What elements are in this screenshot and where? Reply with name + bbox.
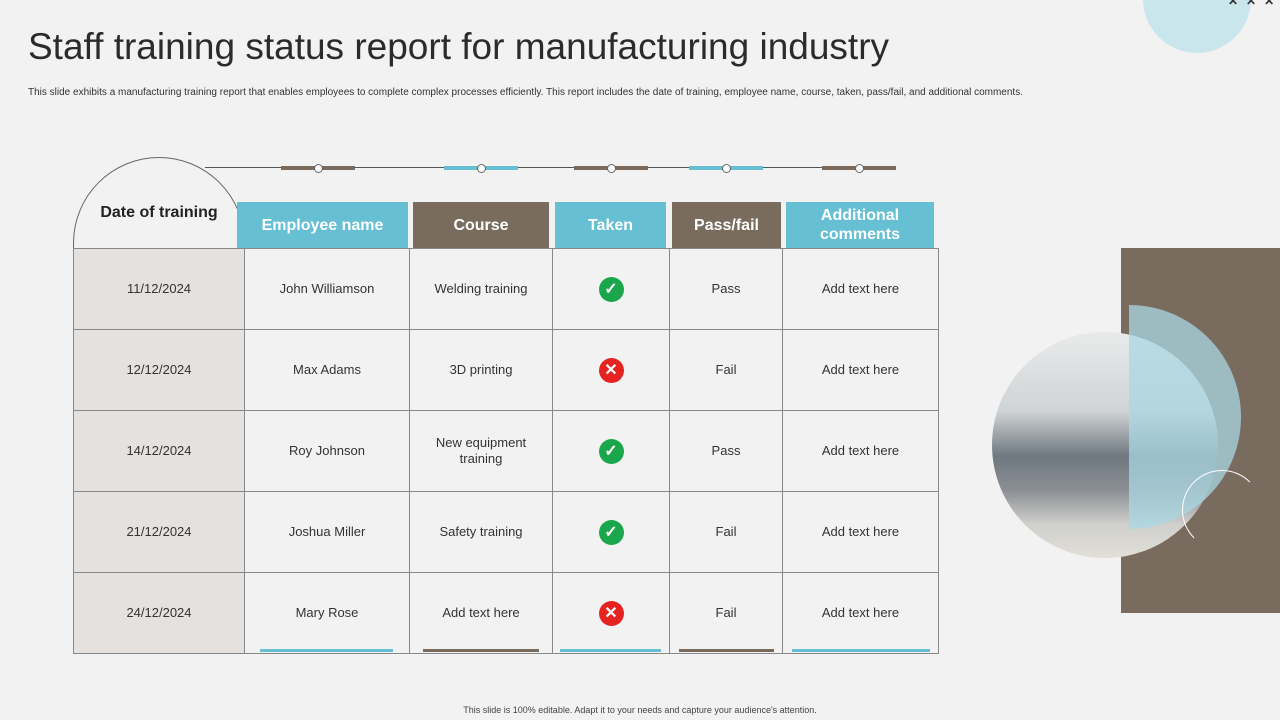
window-controls[interactable]: ✕✕✕ <box>1228 0 1280 8</box>
timeline-dot <box>477 164 486 173</box>
page-subtitle: This slide exhibits a manufacturing trai… <box>28 87 1023 98</box>
header-course: Course <box>413 202 549 248</box>
cell-result: Fail <box>669 491 783 573</box>
cell-result-text: Fail <box>715 524 737 539</box>
cross-icon: ✕ <box>598 357 624 383</box>
cell-course: Safety training <box>409 491 553 573</box>
header-comments: Additional comments <box>786 202 934 248</box>
page-title: Staff training status report for manufac… <box>28 26 890 67</box>
cell-result: Pass <box>669 410 783 492</box>
cell-course-text: Add text here <box>442 605 520 620</box>
cell-employee: Max Adams <box>244 329 410 411</box>
cell-date: 24/12/2024 <box>73 572 245 654</box>
cell-date: 21/12/2024 <box>73 491 245 573</box>
cell-comments: Add text here <box>782 410 939 492</box>
timeline-dot <box>855 164 864 173</box>
header-passfail: Pass/fail <box>672 202 781 248</box>
cell-employee: Mary Rose <box>244 572 410 654</box>
cell-taken: ✓ <box>552 410 670 492</box>
cell-comments: Add text here <box>782 248 939 330</box>
timeline-line <box>205 167 895 168</box>
cell-comments-text: Add text here <box>821 281 900 296</box>
cell-course-text: 3D printing <box>449 362 513 377</box>
cell-employee-text: Roy Johnson <box>289 443 365 458</box>
cell-course: Add text here <box>409 572 553 654</box>
cell-result: Fail <box>669 572 783 654</box>
cell-course-text: New equipment training <box>435 435 527 466</box>
accent-bar <box>560 649 661 652</box>
accent-bar <box>423 649 539 652</box>
accent-bar <box>260 649 393 652</box>
cell-comments: Add text here <box>782 491 939 573</box>
training-table: 11/12/2024 John Williamson Welding trainin… <box>73 248 939 654</box>
cell-course: Welding training <box>409 248 553 330</box>
table-row: 24/12/2024 Mary Rose Add text here ✕ Fail Add… <box>73 572 939 654</box>
cell-course-text: Welding training <box>434 281 528 296</box>
cell-course: 3D printing <box>409 329 553 411</box>
deco-arc <box>1182 470 1262 550</box>
cell-comments: Add text here <box>782 329 939 411</box>
timeline-dot <box>314 164 323 173</box>
cell-result-text: Fail <box>715 362 737 377</box>
cell-employee: Joshua Miller <box>244 491 410 573</box>
cell-course-text: Safety training <box>439 524 523 539</box>
accent-bar <box>792 649 930 652</box>
cell-course: New equipment training <box>409 410 553 492</box>
header-taken: Taken <box>555 202 666 248</box>
cell-employee: John Williamson <box>244 248 410 330</box>
cell-date: 12/12/2024 <box>73 329 245 411</box>
cell-comments: Add text here <box>782 572 939 654</box>
cell-taken: ✕ <box>552 329 670 411</box>
table-row: 11/12/2024 John Williamson Welding trainin… <box>73 248 939 330</box>
cell-date-text: 21/12/2024 <box>126 524 192 539</box>
header-date: Date of training <box>100 204 218 221</box>
cell-date-text: 24/12/2024 <box>126 605 192 620</box>
cell-date: 14/12/2024 <box>73 410 245 492</box>
cell-employee-text: Max Adams <box>293 362 361 377</box>
cell-date: 11/12/2024 <box>73 248 245 330</box>
header-employee: Employee name <box>237 202 408 248</box>
table-row: 14/12/2024 Roy Johnson New equipment train… <box>73 410 939 492</box>
cell-comments-text: Add text here <box>821 524 900 539</box>
cell-date-text: 12/12/2024 <box>126 362 192 377</box>
timeline-dot <box>722 164 731 173</box>
table-row: 21/12/2024 Joshua Miller Safety training ✓ F… <box>73 491 939 573</box>
cell-employee: Roy Johnson <box>244 410 410 492</box>
cell-result-text: Pass <box>711 443 741 458</box>
cell-date-text: 14/12/2024 <box>126 443 192 458</box>
cell-result: Pass <box>669 248 783 330</box>
cross-icon: ✕ <box>598 600 624 626</box>
cell-date-text: 11/12/2024 <box>126 281 192 296</box>
cell-employee-text: John Williamson <box>279 281 375 296</box>
cell-taken: ✓ <box>552 491 670 573</box>
cell-result-text: Fail <box>715 605 737 620</box>
cell-taken: ✓ <box>552 248 670 330</box>
cell-result-text: Pass <box>711 281 741 296</box>
cell-result: Fail <box>669 329 783 411</box>
accent-bar <box>679 649 774 652</box>
cell-comments-text: Add text here <box>821 362 900 377</box>
cell-taken: ✕ <box>552 572 670 654</box>
check-icon: ✓ <box>598 276 624 302</box>
check-icon: ✓ <box>598 438 624 464</box>
cell-comments-text: Add text here <box>821 443 900 458</box>
cell-employee-text: Mary Rose <box>295 605 359 620</box>
check-icon: ✓ <box>598 519 624 545</box>
timeline-dot <box>607 164 616 173</box>
cell-employee-text: Joshua Miller <box>288 524 366 539</box>
table-row: 12/12/2024 Max Adams 3D printing ✕ Fail Add t… <box>73 329 939 411</box>
cell-comments-text: Add text here <box>821 605 900 620</box>
footer-note: This slide is 100% editable. Adapt it to… <box>463 705 817 715</box>
